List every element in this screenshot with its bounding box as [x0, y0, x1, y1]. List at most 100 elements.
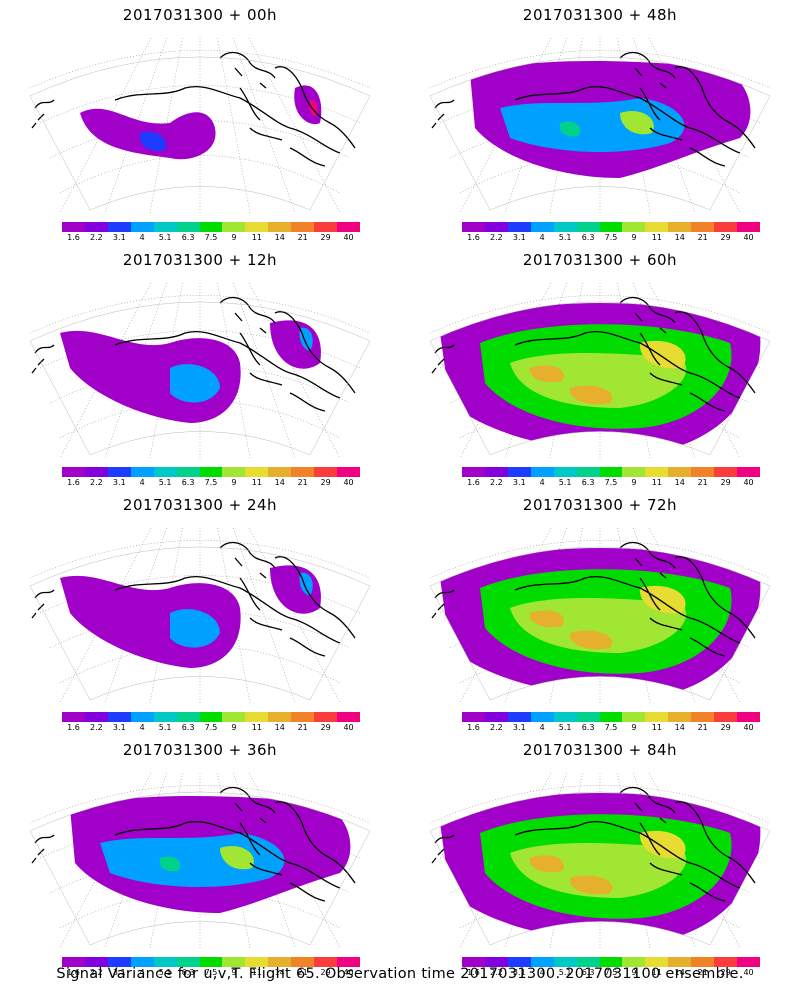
- colorbar-swatch: [222, 957, 246, 967]
- variance-field: [80, 85, 322, 160]
- colorbar-swatch: [553, 467, 577, 477]
- colorbar-tick-label: 11: [651, 968, 662, 977]
- colorbar-tick-label: 1.6: [467, 968, 480, 977]
- coastlines: [431, 786, 756, 902]
- colorbar-tick-label: 7.5: [604, 233, 618, 242]
- colorbar-swatch: [62, 712, 85, 722]
- panel-title: 2017031300 + 60h: [522, 251, 678, 269]
- colorbar-swatch: [484, 222, 508, 232]
- colorbar-tick-label: 11: [651, 233, 662, 242]
- panel-title: 2017031300 + 48h: [522, 6, 678, 24]
- variance-field: [70, 796, 351, 913]
- colorbar-tick-label: 29: [720, 968, 731, 977]
- colorbar-swatch: [462, 467, 485, 477]
- colorbar-tick-label: 2.2: [90, 723, 103, 732]
- colorbar-tick-label: 21: [297, 723, 308, 732]
- colorbar-swatch: [576, 222, 600, 232]
- panel-title: 2017031300 + 00h: [122, 6, 278, 24]
- colorbar-swatch: [222, 467, 246, 477]
- colorbar-swatch: [84, 712, 108, 722]
- colorbar-swatch: [62, 957, 85, 967]
- colorbar-tick-label: 1.6: [467, 233, 480, 242]
- colorbar-tick-label: 40: [343, 233, 354, 242]
- colorbar-tick-label: 4: [139, 478, 145, 487]
- panel-title: 2017031300 + 72h: [522, 496, 678, 514]
- colorbar-swatch: [245, 957, 269, 967]
- colorbar-tick-label: 29: [320, 233, 331, 242]
- panel-title: 2017031300 + 12h: [122, 251, 278, 269]
- colorbar-swatch: [84, 467, 108, 477]
- colorbar-swatch: [553, 222, 577, 232]
- panel-title: 2017031300 + 24h: [122, 496, 278, 514]
- coastlines: [31, 541, 356, 657]
- colorbar-swatch: [314, 222, 338, 232]
- colorbar-tick-label: 29: [320, 968, 331, 977]
- variance-field: [60, 320, 321, 423]
- colorbar-tick-label: 2.2: [490, 478, 503, 487]
- colorbar-tick-label: 1.6: [67, 233, 80, 242]
- map-plot: [29, 527, 371, 704]
- colorbar-swatch: [153, 222, 177, 232]
- colorbar-swatch: [530, 222, 554, 232]
- colorbar-swatch: [462, 957, 485, 967]
- colorbar-swatch: [84, 957, 108, 967]
- colorbar-swatch: [507, 222, 531, 232]
- colorbar-tick-label: 21: [697, 723, 708, 732]
- colorbar-swatch: [622, 467, 646, 477]
- colorbar-swatch: [576, 957, 600, 967]
- colorbar-tick-label: 1.6: [467, 478, 480, 487]
- coastlines: [31, 786, 356, 902]
- colorbar-swatch: [530, 467, 554, 477]
- colorbar-tick-label: 11: [251, 723, 262, 732]
- colorbar-swatch: [645, 712, 669, 722]
- colorbar-tick-label: 4: [539, 478, 545, 487]
- colorbar-tick-label: 9: [631, 478, 637, 487]
- colorbar-swatch: [130, 957, 154, 967]
- map-plot: [429, 527, 771, 704]
- colorbar-swatch: [668, 957, 692, 967]
- colorbar-tick-label: 4: [539, 233, 545, 242]
- colorbar-tick-label: 14: [274, 233, 285, 242]
- colorbar-tick-label: 7.5: [204, 723, 218, 732]
- colorbar-swatch: [291, 957, 315, 967]
- colorbar-swatch: [199, 222, 223, 232]
- colorbar: 1.6 2.2 3.1 4 5.1 6.3 7.5 9 11 14 21 29 40: [462, 467, 760, 489]
- coastlines: [431, 51, 756, 167]
- colorbar-swatch: [599, 957, 623, 967]
- colorbar-swatch: [199, 957, 223, 967]
- coastlines: [31, 296, 356, 412]
- colorbar-swatch: [507, 957, 531, 967]
- colorbar-swatch: [291, 467, 315, 477]
- colorbar-tick-label: 11: [251, 968, 262, 977]
- colorbar-tick-label: 3.1: [512, 968, 526, 977]
- colorbar-swatch: [176, 222, 200, 232]
- colorbar-tick-label: 6.3: [581, 723, 595, 732]
- colorbar-swatch: [622, 712, 646, 722]
- colorbar-swatch: [553, 957, 577, 967]
- colorbar-tick-label: 7.5: [204, 968, 218, 977]
- colorbar-tick-label: 9: [231, 723, 237, 732]
- forecast-panel: 2017031300 + 60h 1.6 2.2 3.1 4 5.1 6.3 7.5 9 11 14…: [400, 245, 800, 490]
- colorbar-swatch: [130, 222, 154, 232]
- colorbar-tick-label: 29: [720, 478, 731, 487]
- colorbar-swatch: [176, 957, 200, 967]
- colorbar-swatch: [737, 957, 760, 967]
- colorbar-tick-label: 40: [343, 723, 354, 732]
- colorbar-swatch: [314, 712, 338, 722]
- colorbar-swatch: [268, 222, 292, 232]
- colorbar-swatch: [507, 712, 531, 722]
- colorbar-tick-label: 3.1: [112, 233, 126, 242]
- colorbar-tick-label: 29: [720, 723, 731, 732]
- colorbar: 1.6 2.2 3.1 4 5.1 6.3 7.5 9 11 14 21 29 40: [62, 222, 360, 244]
- variance-field: [440, 548, 761, 698]
- colorbar-tick-label: 6.3: [181, 233, 195, 242]
- map-plot: [29, 37, 371, 214]
- colorbar-tick-label: 5.1: [158, 723, 172, 732]
- colorbar-tick-label: 7.5: [604, 968, 618, 977]
- colorbar-tick-label: 11: [251, 233, 262, 242]
- colorbar-tick-label: 5.1: [158, 478, 172, 487]
- colorbar-tick-label: 5.1: [158, 233, 172, 242]
- colorbar-tick-label: 21: [297, 478, 308, 487]
- colorbar-tick-label: 11: [651, 723, 662, 732]
- colorbar-tick-label: 7.5: [204, 478, 218, 487]
